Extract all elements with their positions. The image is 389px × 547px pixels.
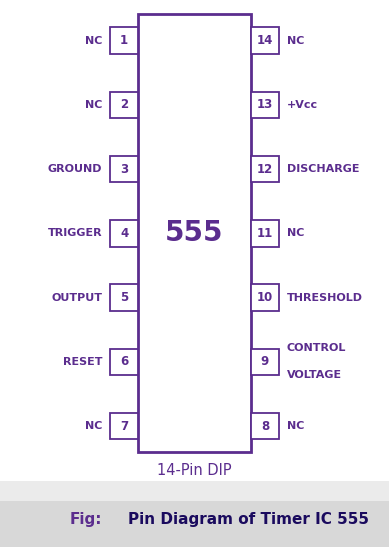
Text: 12: 12 bbox=[257, 162, 273, 176]
Bar bbox=[110, 349, 138, 375]
Bar bbox=[251, 92, 279, 118]
Bar bbox=[251, 156, 279, 183]
Text: OUTPUT: OUTPUT bbox=[51, 293, 102, 302]
Text: 6: 6 bbox=[120, 356, 128, 369]
Bar bbox=[0, 481, 389, 501]
Text: 7: 7 bbox=[120, 420, 128, 433]
Text: NC: NC bbox=[287, 229, 304, 238]
Bar bbox=[110, 27, 138, 54]
Text: VOLTAGE: VOLTAGE bbox=[287, 370, 342, 380]
Bar bbox=[251, 349, 279, 375]
Text: RESET: RESET bbox=[63, 357, 102, 367]
Bar bbox=[251, 27, 279, 54]
Text: 8: 8 bbox=[261, 420, 269, 433]
Text: 2: 2 bbox=[120, 98, 128, 112]
Text: +Vcc: +Vcc bbox=[287, 100, 318, 110]
Text: TRIGGER: TRIGGER bbox=[48, 229, 102, 238]
Text: 13: 13 bbox=[257, 98, 273, 112]
Text: 1: 1 bbox=[120, 34, 128, 47]
Text: Pin Diagram of Timer IC 555: Pin Diagram of Timer IC 555 bbox=[128, 512, 370, 527]
Text: DISCHARGE: DISCHARGE bbox=[287, 164, 359, 174]
Text: 5: 5 bbox=[120, 291, 128, 304]
Text: 11: 11 bbox=[257, 227, 273, 240]
Bar bbox=[110, 284, 138, 311]
Bar bbox=[251, 413, 279, 439]
Bar bbox=[251, 284, 279, 311]
Text: GROUND: GROUND bbox=[48, 164, 102, 174]
Text: CONTROL: CONTROL bbox=[287, 344, 346, 353]
Bar bbox=[110, 220, 138, 247]
Text: 14-Pin DIP: 14-Pin DIP bbox=[157, 463, 232, 478]
Bar bbox=[251, 220, 279, 247]
Text: 9: 9 bbox=[261, 356, 269, 369]
Text: 3: 3 bbox=[120, 162, 128, 176]
Bar bbox=[110, 156, 138, 183]
Text: Fig:: Fig: bbox=[70, 512, 103, 527]
Text: NC: NC bbox=[85, 100, 102, 110]
Bar bbox=[110, 413, 138, 439]
Text: 555: 555 bbox=[165, 219, 224, 247]
Text: 14: 14 bbox=[257, 34, 273, 47]
Text: NC: NC bbox=[85, 421, 102, 431]
Text: NC: NC bbox=[287, 36, 304, 46]
Text: 10: 10 bbox=[257, 291, 273, 304]
Bar bbox=[110, 92, 138, 118]
Text: 4: 4 bbox=[120, 227, 128, 240]
Text: NC: NC bbox=[287, 421, 304, 431]
Text: NC: NC bbox=[85, 36, 102, 46]
Bar bbox=[138, 14, 251, 452]
Text: THRESHOLD: THRESHOLD bbox=[287, 293, 363, 302]
